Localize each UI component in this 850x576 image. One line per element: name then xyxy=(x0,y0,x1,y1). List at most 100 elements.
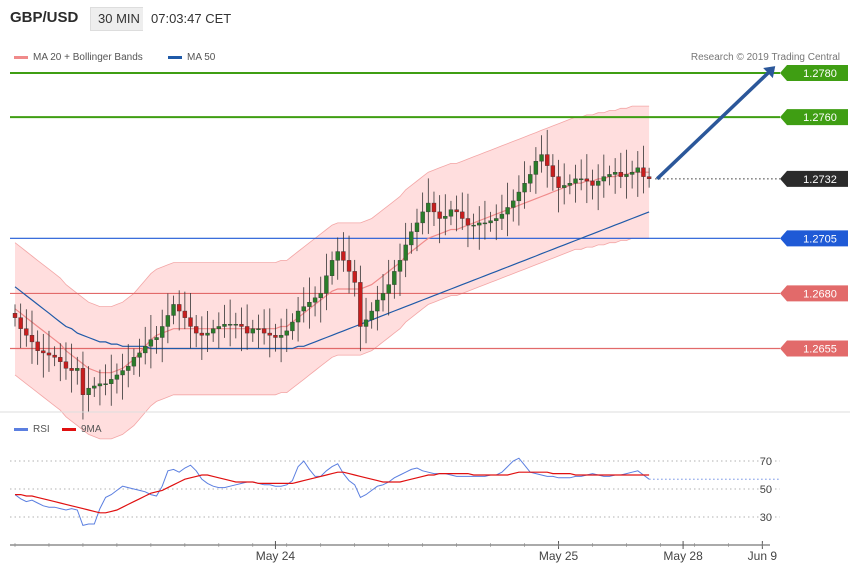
candle-body xyxy=(646,176,652,180)
candle xyxy=(278,318,284,363)
candle-body xyxy=(143,346,148,354)
time-tick-label: May 25 xyxy=(539,549,579,563)
candle-body xyxy=(624,174,629,177)
candle xyxy=(358,265,363,352)
legend-ma50: MA 50 xyxy=(168,52,215,63)
candle xyxy=(52,346,57,367)
candle-body xyxy=(58,357,63,362)
candle-body xyxy=(629,172,635,175)
candle xyxy=(567,174,573,195)
candle-body xyxy=(160,326,165,338)
candle xyxy=(205,311,210,353)
time-tick-label: Jun 9 xyxy=(748,549,778,563)
candle-body xyxy=(578,178,584,181)
candle xyxy=(239,307,244,352)
candle xyxy=(369,302,374,329)
candle xyxy=(24,309,29,347)
time-tick-label: May 28 xyxy=(663,549,703,563)
candle xyxy=(386,259,391,316)
candle-body xyxy=(120,370,125,376)
level-tag-shape xyxy=(780,65,848,82)
candle xyxy=(556,159,561,213)
candle xyxy=(460,192,465,230)
candle-body xyxy=(448,209,454,217)
candle-body xyxy=(177,304,182,312)
level-label-1.2780: 1.2780 xyxy=(780,65,848,82)
rsi-tick-label: 50 xyxy=(760,484,772,496)
candle-body xyxy=(443,216,448,219)
candle xyxy=(584,154,590,204)
rsi-swatch-icon xyxy=(14,427,28,431)
candle-body xyxy=(612,172,618,175)
level-label-1.2760: 1.2760 xyxy=(780,109,848,126)
candle xyxy=(335,237,340,280)
candle-body xyxy=(414,222,420,232)
candle xyxy=(131,348,137,375)
candle xyxy=(324,253,329,311)
candle xyxy=(182,291,188,330)
candle xyxy=(120,353,125,400)
candle-body xyxy=(528,174,533,184)
candle xyxy=(46,330,52,372)
candle-body xyxy=(635,167,640,173)
rsi-line xyxy=(14,457,650,526)
candle-body xyxy=(341,251,346,261)
candle xyxy=(244,304,250,350)
candle-body xyxy=(522,183,527,193)
candle xyxy=(516,175,522,226)
candle-body xyxy=(550,165,556,177)
candle-body xyxy=(63,361,69,369)
candle xyxy=(97,369,103,406)
candle-body xyxy=(403,244,408,261)
candle xyxy=(431,191,437,226)
candle xyxy=(75,356,80,385)
candle-body xyxy=(171,304,176,316)
candle-body xyxy=(392,271,397,285)
candle-body xyxy=(97,383,103,387)
candle-body xyxy=(573,178,578,184)
candle-body xyxy=(511,200,516,208)
credit-text: Research © 2019 Trading Central xyxy=(690,52,840,63)
candle-body xyxy=(199,332,205,336)
candle xyxy=(29,310,35,364)
candle-body xyxy=(324,275,329,294)
band-upper-line xyxy=(14,105,650,307)
candle-body xyxy=(41,350,46,354)
time-readout: 07:03:47 CET xyxy=(143,7,240,31)
candle-body xyxy=(533,160,539,175)
candle xyxy=(363,297,369,344)
candle xyxy=(595,164,601,211)
candle xyxy=(392,259,397,299)
candle-body xyxy=(556,176,561,188)
legend-rsi: RSI xyxy=(14,424,50,435)
candle xyxy=(341,232,346,272)
candle xyxy=(216,312,222,349)
candle-body xyxy=(75,368,80,371)
candle xyxy=(92,377,97,397)
arrow-head-icon xyxy=(763,66,776,79)
candle xyxy=(318,276,323,323)
candle xyxy=(126,344,131,388)
candle xyxy=(488,211,493,232)
legend-rsi-label: RSI xyxy=(33,424,50,435)
level-tag-shape xyxy=(780,109,848,126)
candle xyxy=(448,200,454,226)
candle-body xyxy=(165,315,171,327)
candle xyxy=(601,154,607,198)
candles xyxy=(12,129,652,420)
candle xyxy=(573,164,578,203)
candle-body xyxy=(460,211,465,219)
candle xyxy=(109,354,114,406)
candle xyxy=(301,287,306,323)
candle-body xyxy=(154,337,159,340)
candle-body xyxy=(307,302,312,307)
ma9-swatch-icon xyxy=(62,427,76,431)
candle-body xyxy=(318,293,323,299)
candle-body xyxy=(477,222,482,226)
candle-body xyxy=(409,231,414,246)
level-value: 1.2680 xyxy=(803,288,837,300)
timeframe-badge[interactable]: 30 MIN xyxy=(90,7,148,31)
candle-body xyxy=(488,220,493,224)
candle xyxy=(18,303,23,349)
